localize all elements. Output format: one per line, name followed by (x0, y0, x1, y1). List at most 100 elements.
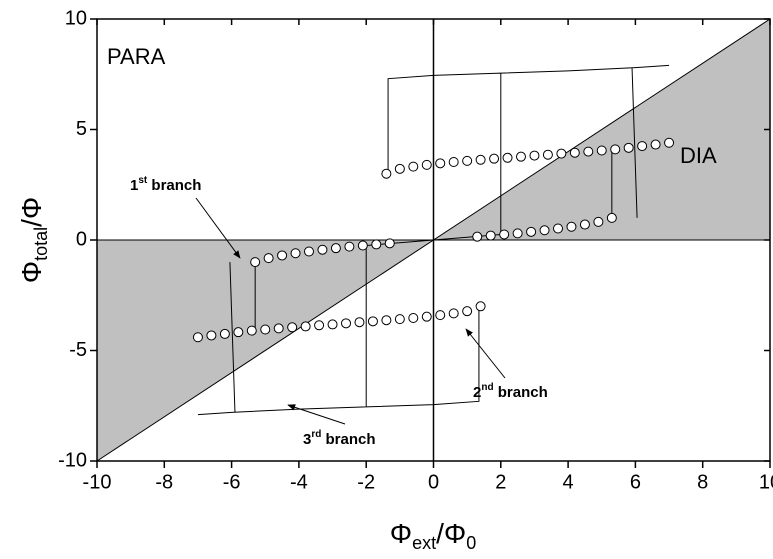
x-tick-label: 6 (630, 471, 641, 493)
x-axis-label-part: Φ (390, 518, 412, 549)
data-point (192, 332, 203, 343)
data-point (579, 219, 590, 230)
data-point (448, 308, 459, 319)
x-tick-label: -8 (155, 471, 173, 493)
region-label: DIA (680, 143, 717, 168)
data-point (583, 146, 594, 157)
x-axis-label: Φext/Φ0 (390, 518, 477, 552)
annotation-part: branch (321, 431, 375, 448)
plot-frame (96, 18, 771, 462)
data-point (260, 324, 271, 335)
x-axis-label-part: ext (412, 533, 436, 553)
data-point (529, 150, 540, 161)
x-tick-label: -2 (357, 471, 375, 493)
y-tick-label: 5 (76, 118, 87, 140)
data-point (367, 316, 378, 327)
annotation-part: branch (147, 177, 201, 194)
data-point (664, 137, 675, 148)
data-point (250, 257, 261, 268)
annotation-part: st (138, 175, 148, 186)
data-point (485, 230, 496, 241)
x-tick-label: 8 (697, 471, 708, 493)
data-point (219, 328, 230, 339)
y-tick-label: 10 (65, 7, 87, 29)
data-point (277, 250, 288, 261)
data-point (381, 168, 392, 179)
data-point (623, 142, 634, 153)
data-point (435, 158, 446, 169)
data-point (344, 241, 355, 252)
y-tick-label: -5 (69, 339, 87, 361)
data-point (596, 145, 607, 156)
data-point (384, 238, 395, 249)
data-point (246, 325, 257, 336)
data-point (233, 327, 244, 338)
y-axis-label-part: Φ (16, 261, 47, 283)
x-tick-label: -4 (290, 471, 308, 493)
x-tick-label: 4 (563, 471, 574, 493)
x-tick-label: -6 (223, 471, 241, 493)
y-axis-label: Φtotal/Φ (16, 197, 50, 284)
y-axis-label-part: /Φ (16, 197, 47, 227)
data-point (556, 148, 567, 159)
x-tick-label: 0 (428, 471, 439, 493)
annotation-part: nd (481, 382, 493, 393)
data-point (421, 159, 432, 170)
data-point (354, 317, 365, 328)
annotation: 1st branch (130, 175, 201, 194)
data-point (330, 243, 341, 254)
data-point (408, 161, 419, 172)
annotation: 3rd branch (303, 429, 376, 448)
data-point (357, 240, 368, 251)
data-point (341, 318, 352, 329)
x-tick-label: 10 (759, 471, 773, 493)
data-point (394, 163, 405, 174)
data-point (273, 323, 284, 334)
data-point (303, 246, 314, 257)
data-point (462, 306, 473, 317)
data-point (569, 147, 580, 158)
annotation-part: 3 (303, 431, 311, 448)
data-point (327, 319, 338, 330)
loop-line (197, 64, 670, 416)
annotation-arrow (465, 328, 506, 379)
data-point (502, 152, 513, 163)
x-tick-label: -10 (83, 471, 112, 493)
data-point (394, 314, 405, 325)
data-point (566, 221, 577, 232)
data-point (381, 315, 392, 326)
y-axis-label-part: total (31, 227, 51, 261)
data-point (610, 144, 621, 155)
data-point (475, 301, 486, 312)
data-point (435, 310, 446, 321)
data-point (499, 229, 510, 240)
annotation-part: 1 (130, 177, 138, 194)
data-point (512, 228, 523, 239)
data-point (421, 311, 432, 322)
annotation-arrow (195, 197, 241, 259)
annotation: 2nd branch (473, 382, 548, 401)
data-point (593, 216, 604, 227)
data-point (287, 322, 298, 333)
data-point (542, 149, 553, 160)
data-point (606, 212, 617, 223)
data-point (448, 156, 459, 167)
data-point (408, 313, 419, 324)
data-point (290, 248, 301, 259)
data-point (539, 225, 550, 236)
data-point (650, 139, 661, 150)
annotation-part: 2 (473, 384, 481, 401)
data-point (472, 231, 483, 242)
data-point (314, 320, 325, 331)
x-axis-label-part: /Φ (436, 518, 466, 549)
data-point (489, 153, 500, 164)
annotation-part: rd (311, 429, 321, 440)
data-point (263, 253, 274, 264)
data-point (637, 141, 648, 152)
y-tick-label: -10 (58, 449, 87, 471)
x-tick-label: 2 (495, 471, 506, 493)
data-point (206, 330, 217, 341)
data-point (526, 226, 537, 237)
data-point (515, 151, 526, 162)
